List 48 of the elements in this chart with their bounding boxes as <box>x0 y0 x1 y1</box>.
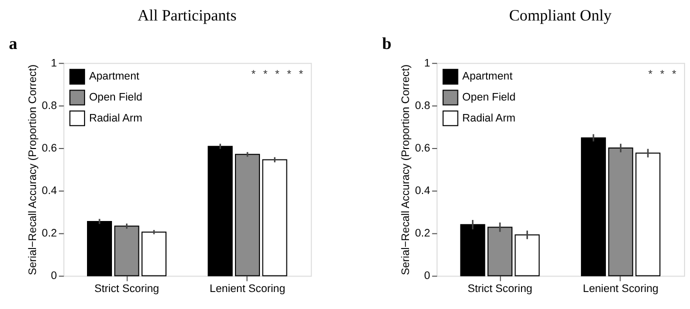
y-tick-label: 0.8 <box>415 100 430 112</box>
legend-label: Apartment <box>89 70 140 83</box>
text: a <box>8 34 18 54</box>
y-tick-label: 0.8 <box>42 100 57 112</box>
bar <box>608 148 634 276</box>
y-axis-title: Serial−Recall Accuracy (Proportion Correct) <box>26 64 39 276</box>
annotation: * <box>286 68 292 81</box>
y-tick-label: 1 <box>424 57 430 70</box>
text: b <box>382 34 392 54</box>
chart-title: All Participants <box>138 7 237 24</box>
y-tick-label: 1 <box>50 57 57 70</box>
bar <box>234 154 260 276</box>
legend-label: Apartment <box>462 70 512 83</box>
bar <box>142 232 166 276</box>
y-tick-label: 0.6 <box>415 142 430 154</box>
y-tick-label: 0.6 <box>42 142 57 154</box>
chart-title: Compliant Only <box>509 7 612 24</box>
annotation: * <box>648 68 654 81</box>
annotation: * <box>251 68 256 81</box>
annotation: * <box>672 68 678 81</box>
bar <box>487 226 512 276</box>
annotation: * <box>263 68 268 81</box>
legend-label: Radial Arm <box>89 112 142 124</box>
y-tick-label: 0.4 <box>42 185 57 198</box>
y-tick-label: 0 <box>50 270 57 282</box>
bar <box>580 137 606 276</box>
bar <box>208 146 233 276</box>
bar <box>635 152 660 276</box>
x-tick-label: Strict Scoring <box>468 283 532 296</box>
bar <box>87 220 112 276</box>
x-tick-label: Lenient Scoring <box>210 283 286 296</box>
bar <box>514 234 540 276</box>
y-tick-label: 0.4 <box>415 185 430 198</box>
x-tick-label: Strict Scoring <box>94 283 160 296</box>
bar <box>262 159 288 276</box>
legend-label: Open Field <box>462 92 516 104</box>
legend-label: Radial Arm <box>462 112 516 124</box>
y-tick-label: 0.2 <box>42 228 57 240</box>
bar <box>114 226 140 276</box>
y-axis-title: Serial−Recall Accuracy (Proportion Correct) <box>400 64 412 276</box>
legend-label: Open Field <box>89 92 142 104</box>
bar <box>460 224 486 276</box>
y-tick-label: 0.2 <box>415 228 430 240</box>
annotation: * <box>298 68 304 81</box>
x-tick-label: Lenient Scoring <box>582 283 658 296</box>
annotation: * <box>660 68 666 81</box>
y-tick-label: 0 <box>424 270 430 282</box>
annotation: * <box>275 68 280 81</box>
